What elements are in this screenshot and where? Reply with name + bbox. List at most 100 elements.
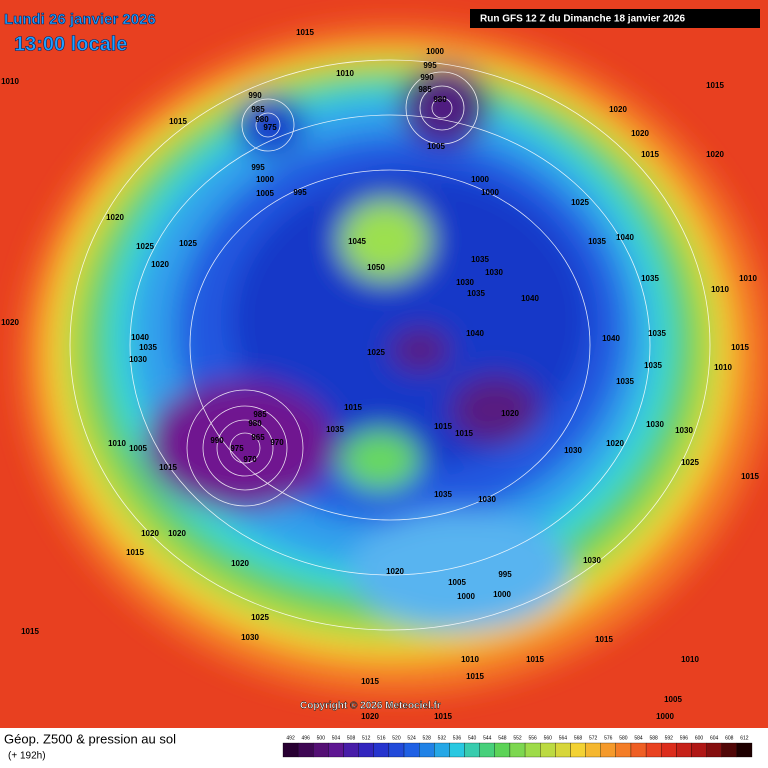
legend-level: 600 <box>695 735 704 741</box>
isobar-label: 1020 <box>706 150 724 159</box>
isobar-label: 1000 <box>256 175 274 184</box>
isobar-label: 1000 <box>457 592 475 601</box>
legend-swatch <box>570 742 586 758</box>
legend-level: 508 <box>347 735 356 741</box>
isobar-label: 990 <box>420 73 434 82</box>
isobar-label: 1015 <box>434 712 452 721</box>
isobar-label: 1035 <box>471 255 489 264</box>
isobar-label: 1040 <box>616 233 634 242</box>
legend-level: 584 <box>634 735 643 741</box>
isobar-label: 995 <box>423 61 437 70</box>
legend-level: 540 <box>468 735 477 741</box>
isobar-label: 1015 <box>741 472 759 481</box>
isobar-label: 1035 <box>326 425 344 434</box>
run-box <box>470 9 760 28</box>
isobar-label: 1030 <box>583 556 601 565</box>
isobar-label: 1010 <box>711 285 729 294</box>
isobar-label: 1020 <box>168 529 186 538</box>
legend-level: 500 <box>317 735 326 741</box>
legend-swatch <box>630 742 647 758</box>
legend-level: 580 <box>619 735 628 741</box>
legend-level: 548 <box>498 735 507 741</box>
legend-swatch <box>328 742 344 758</box>
legend-swatch <box>343 742 359 758</box>
isobar-label: 1020 <box>386 567 404 576</box>
isobar-label: 970 <box>270 438 284 447</box>
legend-level: 536 <box>453 735 462 741</box>
isobar-label: 1015 <box>159 463 177 472</box>
legend-level: 576 <box>604 735 613 741</box>
isobar-label: 1050 <box>367 263 385 272</box>
legend-level: 520 <box>392 735 401 741</box>
legend-level: 492 <box>286 735 295 741</box>
legend-swatch <box>736 742 753 758</box>
isobar-label: 1010 <box>336 69 354 78</box>
isobar-label: 1000 <box>471 175 489 184</box>
isobar-label: 1025 <box>251 613 269 622</box>
isobar-label: 965 <box>251 433 265 442</box>
isobar-label: 1020 <box>1 318 19 327</box>
isobar-label: 1010 <box>1 77 19 86</box>
isobar-label: 1020 <box>609 105 627 114</box>
isobar-label: 980 <box>433 95 447 104</box>
isobar-label: 1030 <box>478 495 496 504</box>
footer-title: Géop. Z500 & pression au sol <box>4 731 176 746</box>
isobar-label: 1005 <box>256 189 274 198</box>
isobar-label: 1020 <box>106 213 124 222</box>
isobar-label: 1030 <box>564 446 582 455</box>
forecast-date: Lundi 26 janvier 2026 <box>4 11 156 28</box>
isobar-label: 1015 <box>344 403 362 412</box>
isobar-label: 1015 <box>455 429 473 438</box>
legend-swatch <box>555 742 571 758</box>
isobar-label: 1010 <box>108 439 126 448</box>
isobar-label: 1035 <box>644 361 662 370</box>
isobar-label: 1015 <box>731 343 749 352</box>
isobar-label: 1000 <box>493 590 511 599</box>
run-info: Run GFS 12 Z du Dimanche 18 janvier 2026 <box>480 14 686 25</box>
isobar-label: 995 <box>293 188 307 197</box>
legend-level: 572 <box>589 735 598 741</box>
isobar-label: 1015 <box>641 150 659 159</box>
isobar-label: 1020 <box>631 129 649 138</box>
legend-swatch <box>661 742 677 758</box>
legend-swatch <box>313 742 329 758</box>
isobar-label: 1030 <box>675 426 693 435</box>
forecast-time: 13:00 locale <box>14 33 127 55</box>
isobar-label: 1015 <box>706 81 724 90</box>
isobar-label: 980 <box>255 115 269 124</box>
legend-level: 552 <box>513 735 522 741</box>
legend-level: 512 <box>362 735 371 741</box>
isobars <box>69 59 711 631</box>
isobar-label: 990 <box>210 436 224 445</box>
isobar-label: 1035 <box>139 343 157 352</box>
isobar-label: 1035 <box>434 490 452 499</box>
legend-swatch <box>691 742 707 758</box>
isobar-label: 975 <box>230 444 244 453</box>
isobar-label: 985 <box>251 105 265 114</box>
isobar-label: 1020 <box>606 439 624 448</box>
isobar-label: 975 <box>263 123 277 132</box>
legend-level: 532 <box>438 735 447 741</box>
isobar-label: 1015 <box>466 672 484 681</box>
legend-swatch <box>419 742 435 758</box>
isobar-label: 1005 <box>664 695 682 704</box>
legend-swatch <box>524 742 541 758</box>
legend-level: 612 <box>740 735 749 741</box>
isobar-label: 990 <box>248 91 262 100</box>
isobar-label: 1000 <box>656 712 674 721</box>
legend-level: 496 <box>302 735 311 741</box>
isobar-label: 1045 <box>348 237 366 246</box>
legend-level: 588 <box>649 735 658 741</box>
legend-swatch <box>449 742 465 758</box>
legend-swatch <box>464 742 480 758</box>
isobar-label: 985 <box>418 85 432 94</box>
isobar-label: 1000 <box>426 47 444 56</box>
isobar-label: 1015 <box>595 635 613 644</box>
isobar-label: 1020 <box>231 559 249 568</box>
isobar-label: 970 <box>243 455 257 464</box>
isobar-label: 1040 <box>131 333 149 342</box>
isobar-label: 1010 <box>714 363 732 372</box>
isobar-label: 1020 <box>361 712 379 721</box>
legend-swatch <box>494 742 511 758</box>
